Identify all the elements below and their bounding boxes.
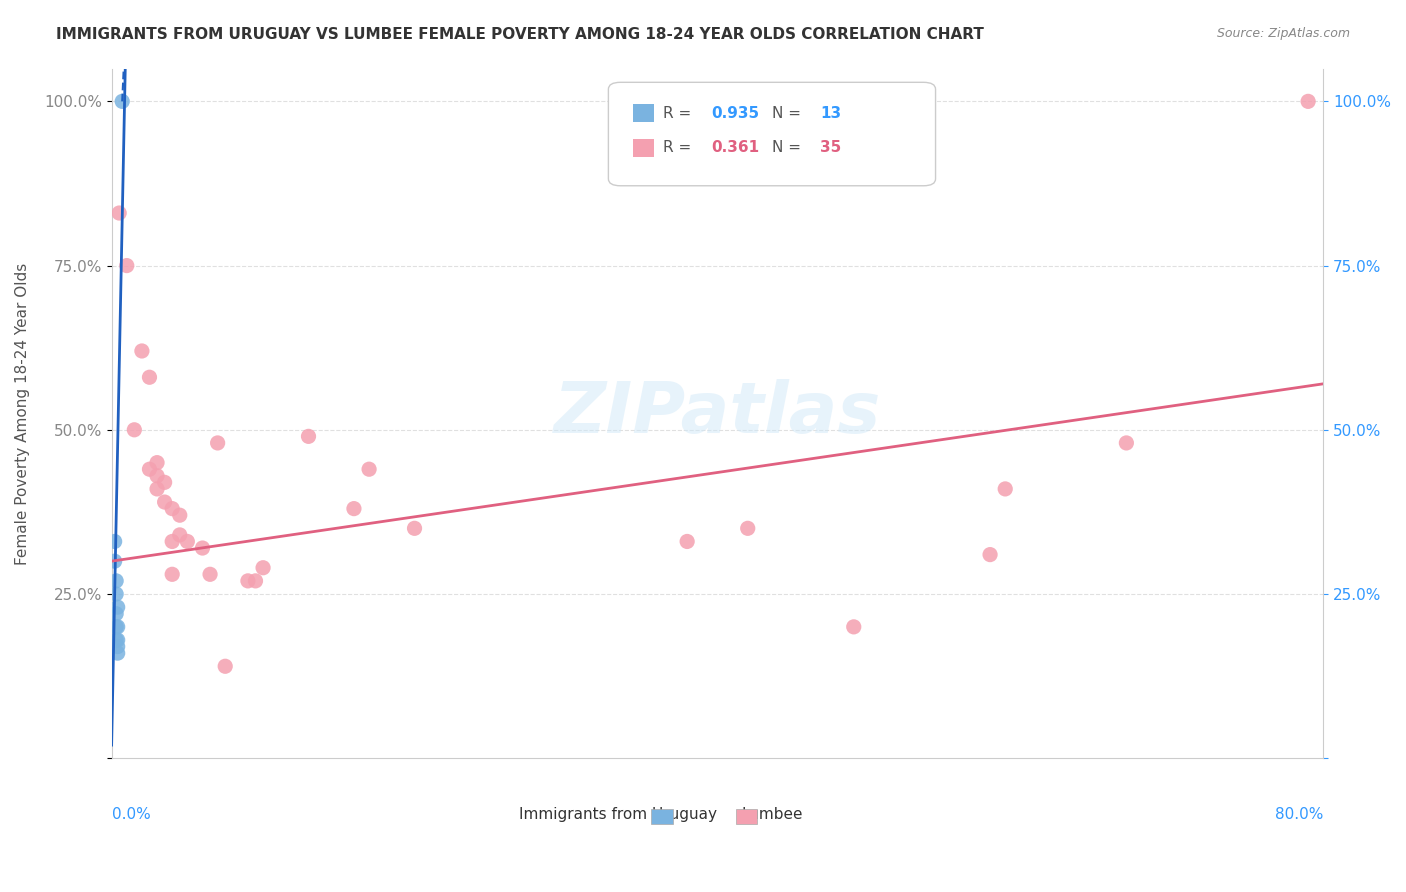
Text: N =: N = [772, 106, 801, 120]
Bar [633, 139, 654, 157]
Point [297, 429, 319, 443]
Text: Source: ZipAtlas.com: Source: ZipAtlas.com [1216, 27, 1350, 40]
Point [153, 475, 176, 490]
Point [115, 259, 138, 273]
Point [1115, 436, 1137, 450]
Bar [735, 808, 758, 823]
Point [214, 659, 236, 673]
Point [107, 632, 129, 647]
Point [105, 607, 128, 621]
Point [111, 95, 134, 109]
Point [153, 495, 176, 509]
Point [146, 456, 169, 470]
Bar [633, 104, 654, 122]
Point [160, 534, 183, 549]
Point [245, 574, 267, 588]
Text: 13: 13 [821, 106, 842, 120]
Text: Lumbee: Lumbee [742, 806, 803, 822]
Point [107, 646, 129, 660]
Point [105, 632, 128, 647]
Text: R =: R = [662, 140, 692, 155]
Text: 0.361: 0.361 [711, 140, 759, 155]
Point [104, 554, 127, 568]
Point [842, 620, 865, 634]
Text: N =: N = [772, 140, 801, 155]
Point [404, 521, 426, 535]
Bar [651, 808, 672, 823]
Point [252, 560, 274, 574]
Point [146, 482, 169, 496]
Point [108, 206, 131, 220]
Point [176, 534, 198, 549]
Point [160, 501, 183, 516]
Point [107, 600, 129, 615]
Text: R =: R = [662, 106, 692, 120]
Point [979, 548, 1001, 562]
Point [107, 640, 129, 654]
Text: IMMIGRANTS FROM URUGUAY VS LUMBEE FEMALE POVERTY AMONG 18-24 YEAR OLDS CORRELATI: IMMIGRANTS FROM URUGUAY VS LUMBEE FEMALE… [56, 27, 984, 42]
Point [146, 468, 169, 483]
Point [198, 567, 221, 582]
Point [343, 501, 366, 516]
Point [105, 587, 128, 601]
Point [676, 534, 699, 549]
Text: Immigrants from Uruguay: Immigrants from Uruguay [519, 806, 717, 822]
Point [737, 521, 759, 535]
Point [107, 620, 129, 634]
Point [160, 567, 183, 582]
Point [131, 343, 153, 358]
Text: ZIPatlas: ZIPatlas [554, 379, 882, 448]
Point [1296, 95, 1319, 109]
FancyBboxPatch shape [609, 82, 935, 186]
Text: 80.0%: 80.0% [1275, 806, 1323, 822]
Point [169, 508, 191, 523]
Point [236, 574, 259, 588]
Point [124, 423, 146, 437]
Y-axis label: Female Poverty Among 18-24 Year Olds: Female Poverty Among 18-24 Year Olds [15, 262, 30, 565]
Point [138, 462, 160, 476]
Point [191, 541, 214, 555]
Point [104, 534, 127, 549]
Text: 35: 35 [821, 140, 842, 155]
Point [359, 462, 381, 476]
Point [138, 370, 160, 384]
Point [105, 574, 128, 588]
Point [207, 436, 229, 450]
Text: 0.935: 0.935 [711, 106, 759, 120]
Text: 0.0%: 0.0% [111, 806, 150, 822]
Point [105, 620, 128, 634]
Point [169, 528, 191, 542]
Point [994, 482, 1017, 496]
